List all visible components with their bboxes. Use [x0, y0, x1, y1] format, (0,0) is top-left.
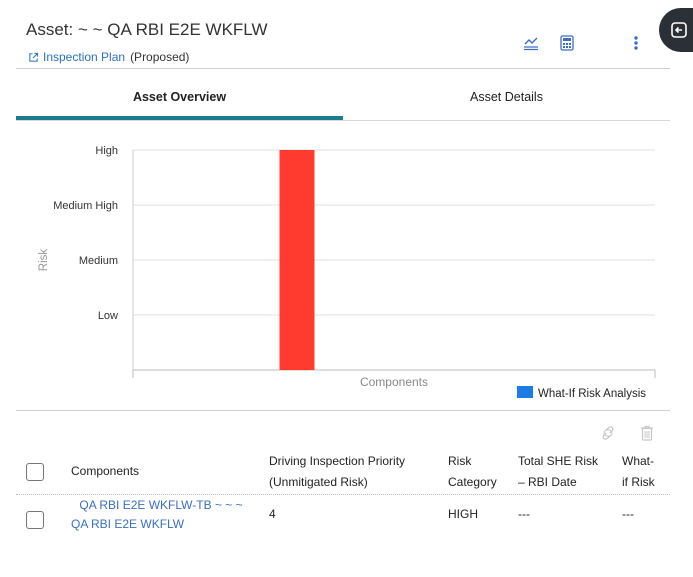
inspection-plan-link[interactable]: Inspection Plan: [43, 50, 126, 64]
row-checkbox[interactable]: [26, 511, 44, 529]
column-header-driving-priority[interactable]: Driving Inspection Priority (Unmitigated…: [269, 454, 406, 489]
legend-label: What-If Risk Analysis: [538, 388, 646, 400]
exit-arrow-icon: [671, 22, 687, 38]
x-axis-label: Components: [360, 375, 428, 389]
tab-asset-overview[interactable]: Asset Overview: [132, 90, 227, 104]
component-link[interactable]: QA RBI E2E WKFLW-TB ~ ~ ~ QA RBI E2E WKF…: [71, 498, 243, 531]
y-tick-label: Medium: [79, 255, 118, 267]
bar: [279, 150, 315, 370]
header-row-divider: [16, 494, 670, 495]
external-link-icon[interactable]: [28, 52, 39, 63]
y-axis-label: Risk: [38, 249, 50, 272]
column-header-components[interactable]: Components: [71, 464, 140, 478]
plan-status: (Proposed): [130, 50, 190, 64]
driving-priority-cell: 4: [269, 507, 276, 521]
section-divider: [16, 410, 670, 411]
page-title: Asset: ~ ~ QA RBI E2E WKFLW: [26, 20, 268, 39]
more-vertical-icon[interactable]: [633, 35, 639, 51]
header-divider: [16, 68, 670, 69]
legend-swatch: [517, 386, 533, 398]
calculator-icon[interactable]: [560, 35, 574, 51]
y-tick-label: Low: [98, 310, 118, 322]
risk-category-cell: HIGH: [448, 507, 478, 521]
plan-row: Inspection Plan (Proposed): [28, 50, 189, 64]
tab-asset-details[interactable]: Asset Details: [470, 90, 543, 104]
trash-icon[interactable]: [640, 425, 654, 441]
total-she-risk-cell: ---: [518, 507, 530, 521]
chart-line-icon[interactable]: [523, 35, 539, 51]
select-all-checkbox[interactable]: [26, 463, 44, 481]
column-header-what-if-risk[interactable]: What- if Risk: [622, 454, 655, 489]
column-header-total-she-risk[interactable]: Total SHE Risk – RBI Date: [518, 454, 599, 489]
tab-bar: Asset Overview Asset Details: [16, 78, 670, 122]
risk-chart: Low Medium Medium High High Components Risk Wh…: [38, 145, 656, 400]
y-tick-label: High: [95, 145, 118, 157]
link-icon[interactable]: [600, 425, 616, 441]
tab-baseline: [16, 120, 670, 121]
side-panel-toggle[interactable]: [659, 8, 693, 52]
active-tab-indicator: [16, 116, 343, 120]
column-header-risk-category[interactable]: Risk Category: [448, 454, 497, 489]
what-if-risk-cell: ---: [622, 507, 634, 521]
y-tick-label: Medium High: [53, 200, 118, 212]
